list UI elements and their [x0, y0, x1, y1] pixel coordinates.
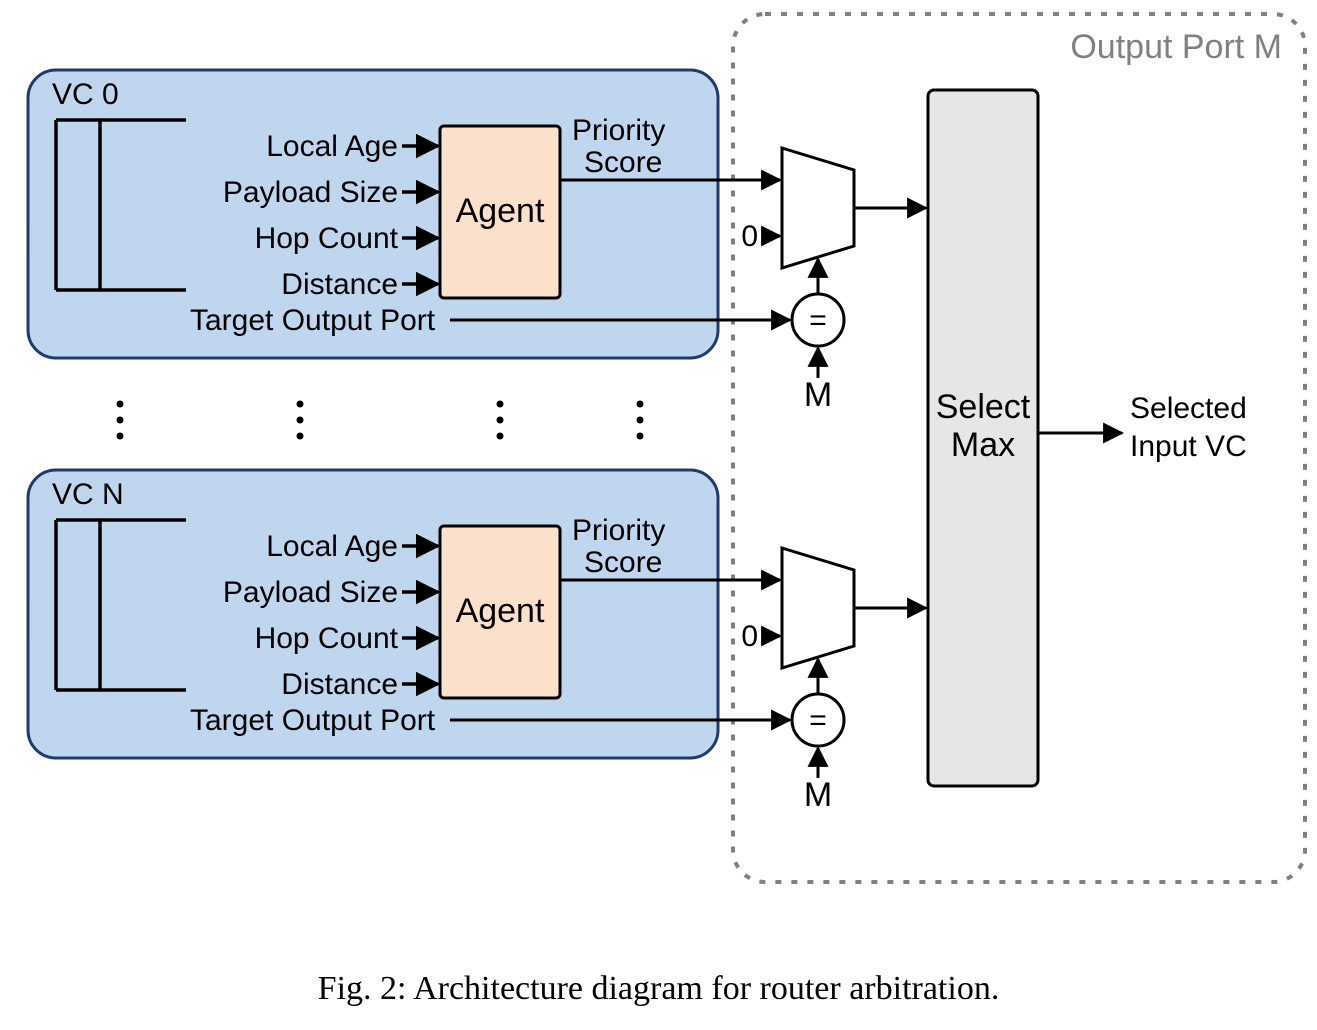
- zero-label-n: 0: [741, 620, 758, 653]
- input-label-0: Payload Size: [223, 176, 398, 209]
- select-max-label: Max: [951, 426, 1015, 464]
- ellipsis-dot: [117, 433, 124, 440]
- agent-label-n: Agent: [456, 592, 545, 630]
- input-label-n: Hop Count: [255, 622, 399, 655]
- ellipsis-dot: [297, 433, 304, 440]
- m-label-0: M: [804, 376, 832, 414]
- ellipsis-dot: [637, 417, 644, 424]
- input-label-0: Local Age: [266, 130, 398, 163]
- target-label-0: Target Output Port: [190, 304, 436, 337]
- ellipsis-dot: [637, 433, 644, 440]
- target-label-n: Target Output Port: [190, 704, 436, 737]
- input-label-0: Distance: [281, 268, 398, 301]
- ellipsis-dot: [117, 401, 124, 408]
- vc-label-n: VC N: [52, 478, 124, 511]
- zero-label-0: 0: [741, 220, 758, 253]
- input-label-0: Hop Count: [255, 222, 399, 255]
- mux-0: [782, 148, 854, 268]
- agent-label-0: Agent: [456, 192, 545, 230]
- output-port-label: Output Port M: [1070, 28, 1282, 66]
- eq-label-n: =: [809, 704, 827, 737]
- priority-label-0: Score: [584, 146, 662, 179]
- priority-label-n: Score: [584, 546, 662, 579]
- input-label-n: Distance: [281, 668, 398, 701]
- ellipsis-dot: [497, 417, 504, 424]
- vc-label-0: VC 0: [52, 78, 119, 111]
- eq-label-0: =: [809, 304, 827, 337]
- priority-label-0: Priority: [572, 114, 665, 147]
- figure-caption: Fig. 2: Architecture diagram for router …: [0, 970, 1317, 1008]
- ellipsis-dot: [117, 417, 124, 424]
- input-label-n: Local Age: [266, 530, 398, 563]
- mux-n: [782, 548, 854, 668]
- ellipsis-dot: [497, 433, 504, 440]
- select-max-label: Select: [936, 388, 1031, 426]
- ellipsis-dot: [297, 417, 304, 424]
- selected-output-label: Selected: [1130, 392, 1247, 425]
- m-label-n: M: [804, 776, 832, 814]
- priority-label-n: Priority: [572, 514, 665, 547]
- ellipsis-dot: [497, 401, 504, 408]
- ellipsis-dot: [297, 401, 304, 408]
- input-label-n: Payload Size: [223, 576, 398, 609]
- ellipsis-dot: [637, 401, 644, 408]
- selected-output-label: Input VC: [1130, 430, 1247, 463]
